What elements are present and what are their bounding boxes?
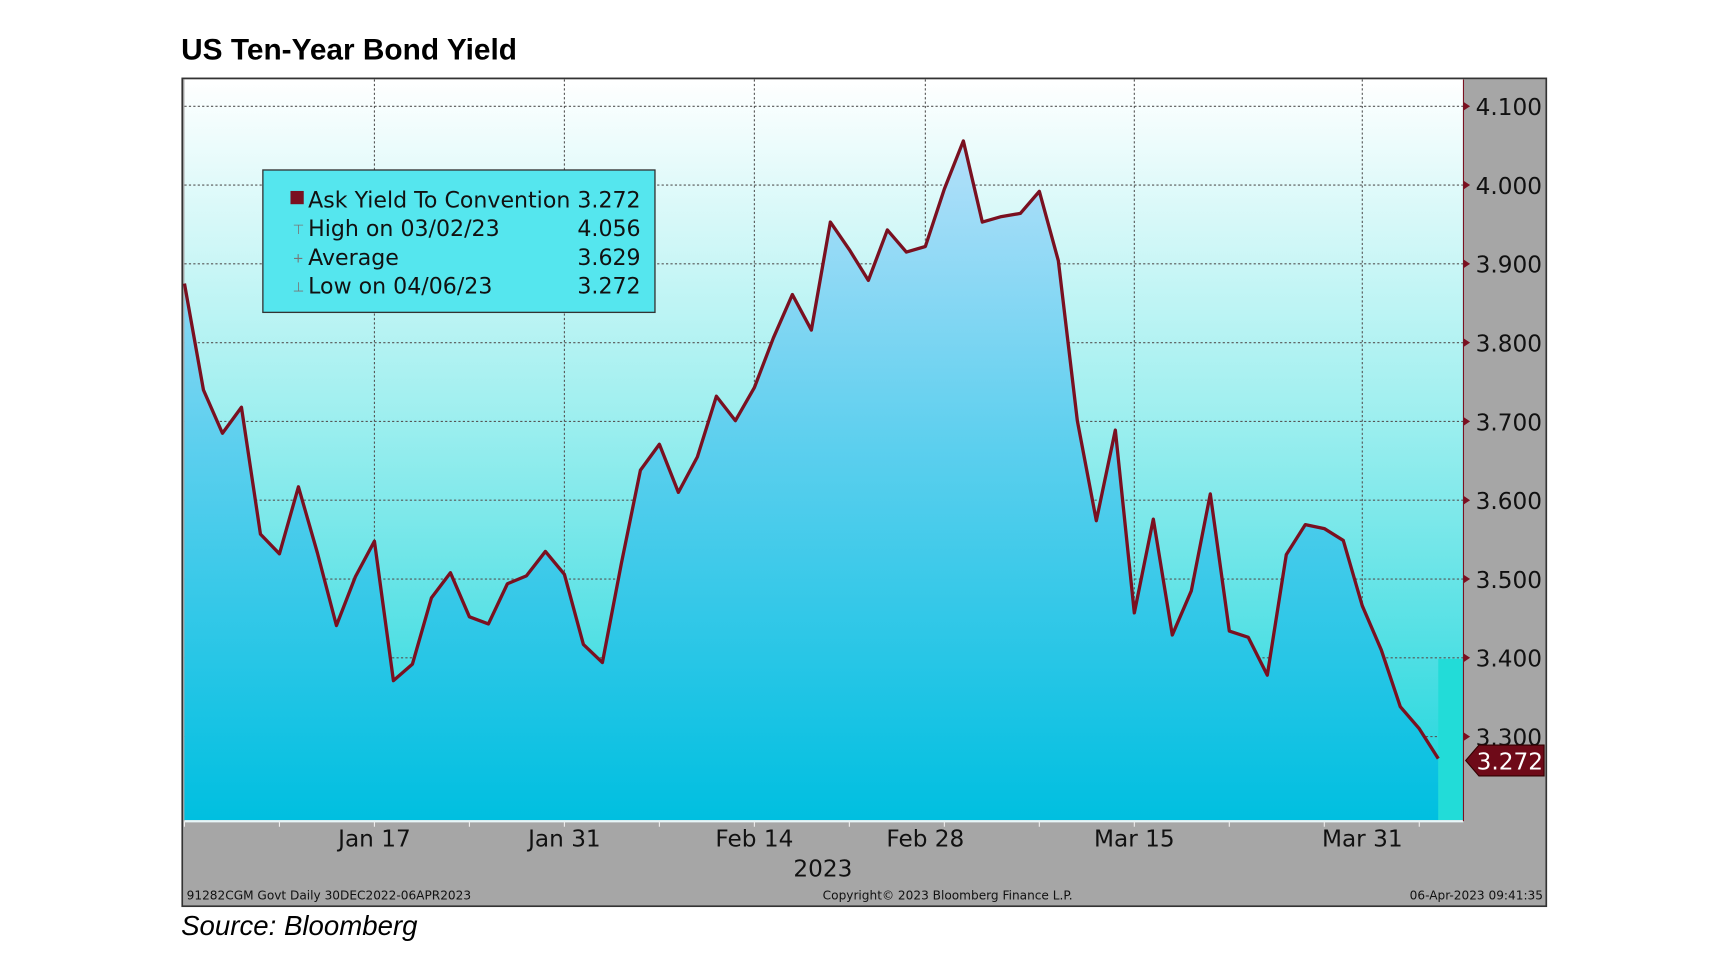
legend-value: 4.056 [577,217,640,242]
footer-left: 91282CGM Govt Daily 30DEC2022-06APR2023 [187,889,471,903]
legend: Ask Yield To Convention 3.272 ⊤ High on 03/… [262,169,656,314]
y-tick-label: 3.500 [1476,567,1542,594]
legend-label: High on 03/02/23 [308,217,499,242]
y-tick-mark [1463,495,1471,505]
y-tick-mark [1463,338,1471,348]
x-tick-label: Feb 14 [715,826,793,853]
legend-label: Ask Yield To Convention [308,189,570,214]
x-tick-label: Mar 15 [1094,826,1175,853]
y-tick-mark [1463,417,1471,426]
legend-value: 3.272 [577,275,640,300]
y-tick-mark [1463,259,1471,269]
legend-label: Low on 04/06/23 [308,275,492,300]
y-tick-label: 3.600 [1476,488,1542,515]
footer-right: 06-Apr-2023 09:41:35 [1410,889,1543,903]
last-value-label: 3.272 [1477,748,1543,775]
legend-label: Average [308,246,399,271]
y-tick-mark [1463,180,1471,190]
y-tick-label: 3.800 [1476,330,1542,357]
y-tick-mark [1463,653,1471,663]
x-axis-year: 2023 [793,855,852,882]
y-tick-mark [1463,101,1471,111]
legend-swatch [290,190,304,205]
source-note: Source: Bloomberg [181,910,418,942]
x-tick-label: Mar 31 [1322,826,1403,853]
y-tick-mark [1463,574,1471,584]
legend-marker-icon: ⊥ [293,280,305,295]
footer-center: Copyright© 2023 Bloomberg Finance L.P. [823,889,1073,903]
legend-value: 3.272 [577,189,640,214]
y-tick-label: 3.900 [1476,252,1542,279]
legend-value: 3.629 [577,246,640,271]
y-tick-label: 4.000 [1476,173,1542,200]
x-tick-label: Jan 31 [526,826,601,853]
area-fill [184,140,1439,821]
future-strip [1438,658,1464,821]
y-tick-mark [1463,732,1471,742]
x-tick-label: Feb 28 [886,826,964,853]
legend-marker-icon: + [293,252,304,267]
last-value-badge: 3.272 [1464,744,1545,777]
series-line [182,139,1440,760]
y-tick-label: 4.100 [1476,94,1542,121]
legend-marker-icon: ⊤ [293,223,305,238]
x-tick-label: Jan 17 [336,826,411,853]
y-tick-label: 3.400 [1476,646,1542,673]
chart-title: US Ten-Year Bond Yield [181,33,517,67]
y-tick-label: 3.700 [1476,409,1542,436]
